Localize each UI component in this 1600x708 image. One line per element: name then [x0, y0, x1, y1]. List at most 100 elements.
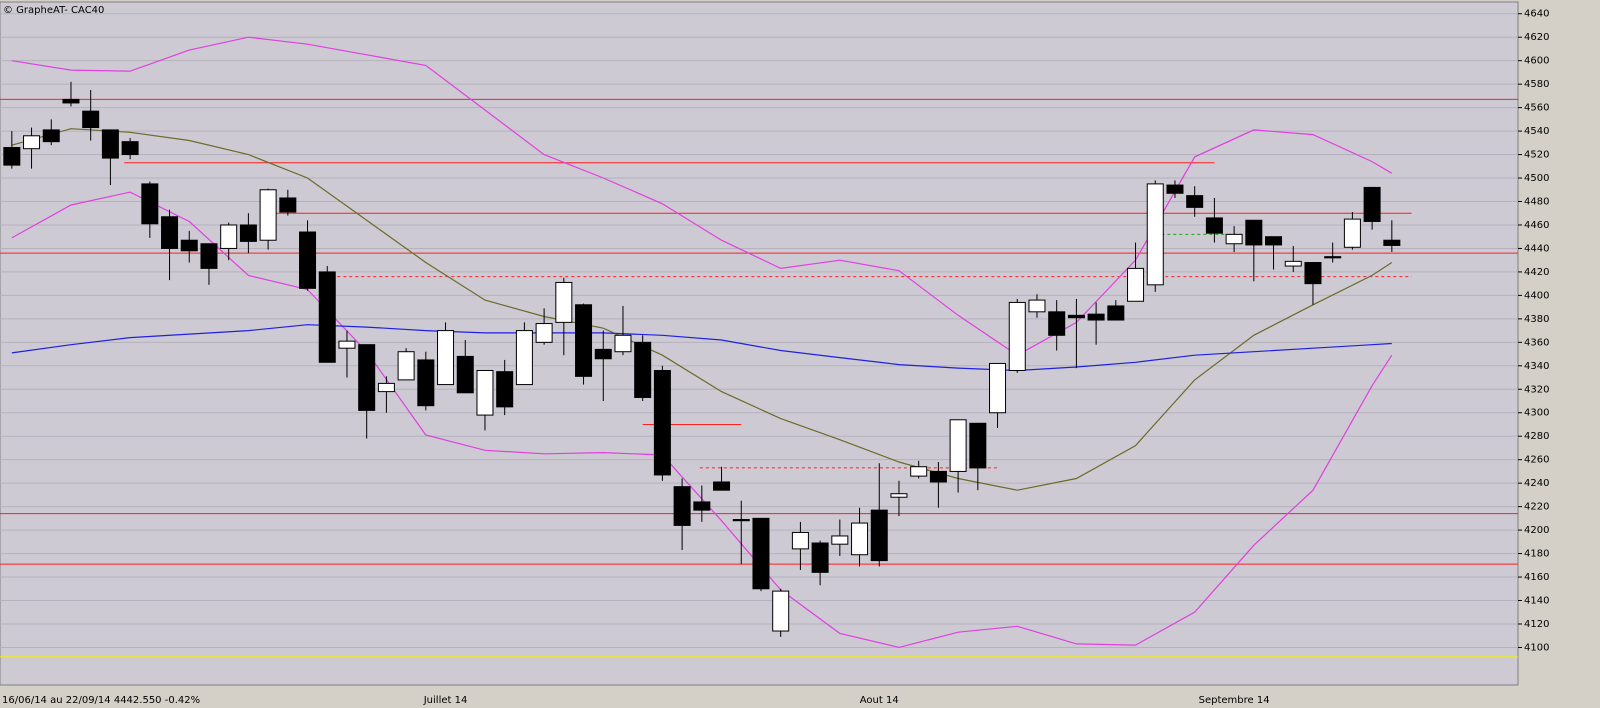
candle-body — [397, 351, 415, 381]
candle-body — [239, 224, 257, 242]
candle-body — [1028, 299, 1046, 313]
candle-body — [1265, 236, 1283, 246]
y-tick-label: 4640 — [1524, 9, 1549, 20]
candle-body — [476, 369, 494, 416]
y-tick-label: 4580 — [1524, 79, 1549, 90]
candle-body — [1245, 219, 1263, 246]
y-tick-label: 4260 — [1524, 455, 1549, 466]
y-tick-label: 4480 — [1524, 197, 1549, 208]
candle-body — [575, 304, 593, 377]
candle-body — [437, 330, 455, 386]
candle-body — [713, 481, 731, 491]
candle-body — [299, 231, 317, 289]
y-tick-label: 4380 — [1524, 314, 1549, 325]
y-tick-label: 4400 — [1524, 290, 1549, 301]
candle-body — [1048, 311, 1066, 336]
candle-body — [1107, 305, 1125, 321]
overlay-line — [11, 128, 1393, 491]
y-tick-label: 4420 — [1524, 267, 1549, 278]
y-tick-label: 4240 — [1524, 478, 1549, 489]
overlays — [11, 36, 1393, 649]
candle-body — [62, 98, 80, 104]
candle-body — [338, 340, 356, 349]
overlay-line — [11, 191, 1393, 649]
candle-body — [220, 224, 238, 249]
candle-body — [653, 369, 671, 476]
candle-body — [42, 129, 60, 143]
candle-body — [989, 362, 1007, 414]
candle-body — [515, 330, 533, 386]
candle-body — [772, 590, 790, 632]
grid — [0, 13, 1518, 648]
y-tick-label: 4220 — [1524, 502, 1549, 513]
y-tick-label: 4440 — [1524, 243, 1549, 254]
overlay-line — [11, 324, 1392, 372]
y-tick-label: 4620 — [1524, 32, 1549, 43]
x-tick-label: Septembre 14 — [1199, 695, 1270, 706]
candle-body — [693, 501, 711, 511]
candle-body — [1343, 218, 1361, 248]
candle-body — [141, 183, 159, 225]
candle-body — [180, 239, 198, 252]
candle-body — [614, 334, 632, 353]
chart-title: © GrapheAT- CAC40 — [3, 5, 104, 16]
candle-body — [82, 110, 100, 129]
x-tick-label: Aout 14 — [860, 695, 899, 706]
candle-body — [910, 466, 928, 477]
y-tick-label: 4320 — [1524, 384, 1549, 395]
candle-body — [949, 419, 967, 472]
y-tick-label: 4360 — [1524, 337, 1549, 348]
candle-body — [3, 147, 21, 166]
candle-body — [101, 129, 119, 159]
x-tick-label: Juillet 14 — [423, 695, 468, 706]
candle-body — [456, 355, 474, 394]
y-tick-label: 4100 — [1524, 642, 1549, 653]
candle-body — [791, 531, 809, 550]
candle-body — [1166, 184, 1184, 194]
candle-body — [752, 517, 770, 590]
levels — [0, 98, 1518, 658]
y-tick-label: 4120 — [1524, 619, 1549, 630]
candle-body — [358, 344, 376, 411]
candle-body — [831, 535, 849, 545]
candle-body — [673, 486, 691, 526]
candle-body — [417, 359, 435, 407]
y-tick-label: 4460 — [1524, 220, 1549, 231]
candle-body — [1363, 186, 1381, 222]
candle-body — [811, 542, 829, 573]
y-tick-label: 4160 — [1524, 572, 1549, 583]
y-tick-label: 4560 — [1524, 103, 1549, 114]
candle-body — [555, 281, 573, 323]
y-tick-label: 4500 — [1524, 173, 1549, 184]
candle-body — [161, 216, 179, 249]
y-tick-label: 4300 — [1524, 408, 1549, 419]
candle-body — [377, 382, 395, 393]
candle-body — [535, 323, 553, 343]
y-tick-label: 4340 — [1524, 361, 1549, 372]
candle-body — [259, 189, 277, 241]
candle-body — [732, 519, 750, 522]
candle-body — [1146, 183, 1164, 286]
y-tick-label: 4600 — [1524, 56, 1549, 67]
candle-body — [279, 197, 297, 213]
candle-body — [870, 509, 888, 562]
candle-body — [1324, 256, 1342, 259]
candle-body — [121, 141, 139, 156]
y-tick-label: 4280 — [1524, 431, 1549, 442]
y-tick-label: 4180 — [1524, 549, 1549, 560]
candle-body — [1127, 267, 1145, 302]
y-tick-label: 4540 — [1524, 126, 1549, 137]
candle-body — [1205, 217, 1223, 234]
candle-body — [318, 271, 336, 363]
y-tick-label: 4520 — [1524, 150, 1549, 161]
candles — [3, 81, 1401, 637]
candle-body — [496, 371, 514, 408]
candle-body — [1008, 301, 1026, 371]
candle-body — [23, 135, 41, 150]
footer: 16/06/14 au 22/09/14 4442.550 -0.42% — [2, 695, 200, 706]
candle-body — [1067, 314, 1085, 319]
candle-body — [200, 243, 218, 269]
candle-body — [594, 348, 612, 360]
candle-body — [851, 522, 869, 556]
